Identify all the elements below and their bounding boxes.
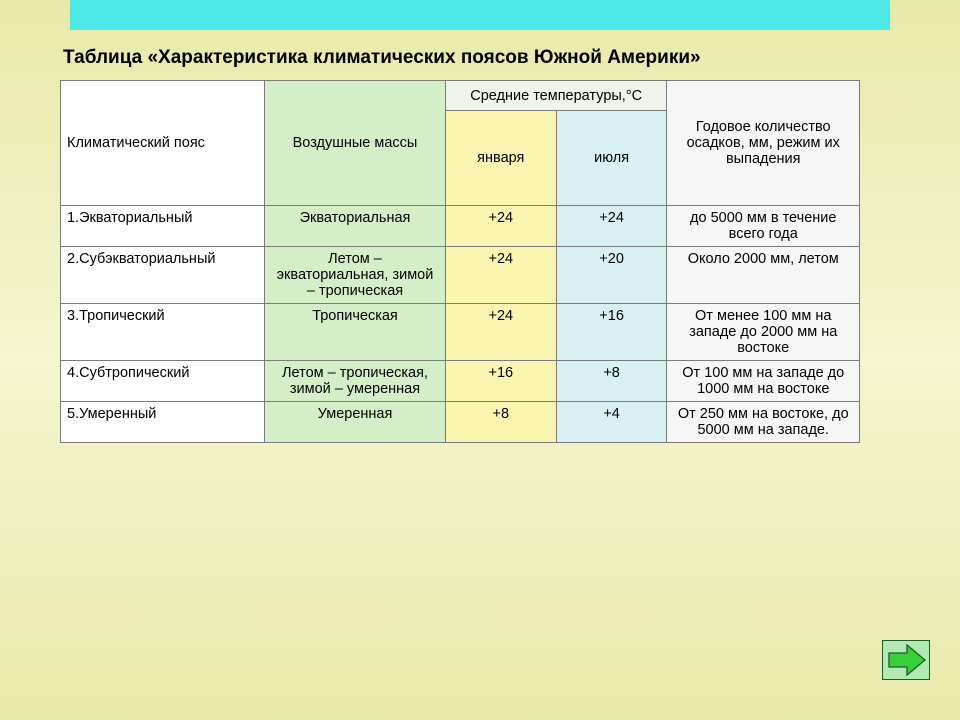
cell-mass: Летом – экваториальная, зимой – тропичес… (265, 247, 446, 304)
cell-jul: +24 (556, 206, 667, 247)
cell-jan: +24 (445, 247, 556, 304)
col-header-jan: января (445, 111, 556, 206)
col-header-precip: Годовое количество осадков, мм, режим их… (667, 81, 860, 206)
cell-jan: +24 (445, 304, 556, 361)
cell-jul: +16 (556, 304, 667, 361)
table-row: 5.Умеренный Умеренная +8 +4 От 250 мм на… (61, 402, 860, 443)
cell-precip: до 5000 мм в течение всего года (667, 206, 860, 247)
cell-jul: +4 (556, 402, 667, 443)
cell-zone: 4.Субтропический (61, 361, 265, 402)
table-row: 4.Субтропический Летом – тропическая, зи… (61, 361, 860, 402)
table-header-row-1: Климатический пояс Воздушные массы Средн… (61, 81, 860, 111)
cell-mass: Экваториальная (265, 206, 446, 247)
cell-jan: +8 (445, 402, 556, 443)
table-row: 3.Тропический Тропическая +24 +16 От мен… (61, 304, 860, 361)
cell-jul: +20 (556, 247, 667, 304)
col-header-mass: Воздушные массы (265, 81, 446, 206)
next-button[interactable] (882, 640, 930, 680)
cell-zone: 3.Тропический (61, 304, 265, 361)
cell-zone: 1.Экваториальный (61, 206, 265, 247)
cell-mass: Летом – тропическая, зимой – умеренная (265, 361, 446, 402)
table-row: 1.Экваториальный Экваториальная +24 +24 … (61, 206, 860, 247)
col-header-temp-group: Средние температуры,°С (445, 81, 667, 111)
top-accent-bar (70, 0, 890, 30)
cell-jan: +16 (445, 361, 556, 402)
arrow-right-icon (883, 641, 929, 679)
cell-precip: От менее 100 мм на западе до 2000 мм на … (667, 304, 860, 361)
table-row: 2.Субэкваториальный Летом – экваториальн… (61, 247, 860, 304)
climate-table: Климатический пояс Воздушные массы Средн… (60, 80, 860, 443)
cell-zone: 2.Субэкваториальный (61, 247, 265, 304)
cell-precip: От 250 мм на востоке, до 5000 мм на запа… (667, 402, 860, 443)
col-header-zone: Климатический пояс (61, 81, 265, 206)
col-header-jul: июля (556, 111, 667, 206)
cell-jul: +8 (556, 361, 667, 402)
page-title: Таблица «Характеристика климатических по… (63, 47, 701, 69)
cell-precip: От 100 мм на западе до 1000 мм на восток… (667, 361, 860, 402)
cell-mass: Тропическая (265, 304, 446, 361)
cell-zone: 5.Умеренный (61, 402, 265, 443)
cell-precip: Около 2000 мм, летом (667, 247, 860, 304)
cell-jan: +24 (445, 206, 556, 247)
cell-mass: Умеренная (265, 402, 446, 443)
